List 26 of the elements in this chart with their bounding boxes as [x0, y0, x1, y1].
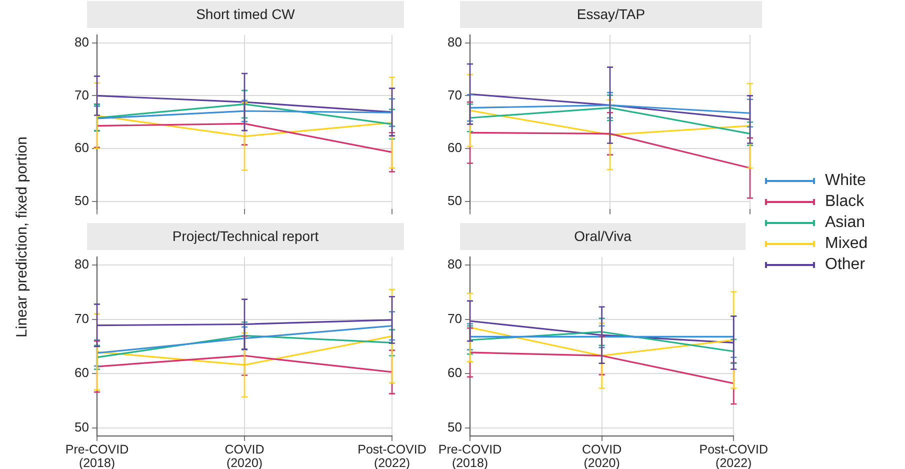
y-tick-label: 80: [74, 34, 89, 50]
y-tick-label: 60: [74, 140, 89, 156]
chart-title: Essay/TAP: [576, 6, 646, 22]
y-tick-label: 60: [448, 140, 462, 156]
legend-label: Mixed: [825, 235, 868, 253]
chart-title: Oral/Viva: [574, 228, 632, 244]
chart-title: Project/Technical report: [172, 228, 319, 244]
y-tick-label: 80: [74, 256, 89, 272]
y-tick-label: 80: [448, 256, 462, 272]
y-tick-label: 70: [448, 87, 462, 102]
legend-label: Other: [825, 256, 866, 274]
y-tick-label: 50: [74, 419, 89, 434]
legend-label: White: [825, 172, 866, 190]
y-axis-title: Linear prediction, fixed portion: [14, 136, 30, 338]
y-tick-label: 70: [74, 310, 89, 326]
legend-label: Black: [825, 193, 864, 211]
y-tick-label: 50: [448, 192, 462, 208]
chart-title: Short timed CW: [196, 6, 296, 22]
y-tick-label: 70: [74, 87, 89, 102]
y-tick-label: 70: [448, 310, 462, 326]
y-tick-label: 60: [448, 365, 462, 380]
y-tick-label: 60: [74, 365, 89, 380]
y-tick-label: 50: [448, 419, 462, 434]
y-tick-label: 80: [448, 34, 462, 50]
y-tick-label: 50: [74, 192, 89, 208]
legend-label: Asian: [825, 214, 866, 232]
